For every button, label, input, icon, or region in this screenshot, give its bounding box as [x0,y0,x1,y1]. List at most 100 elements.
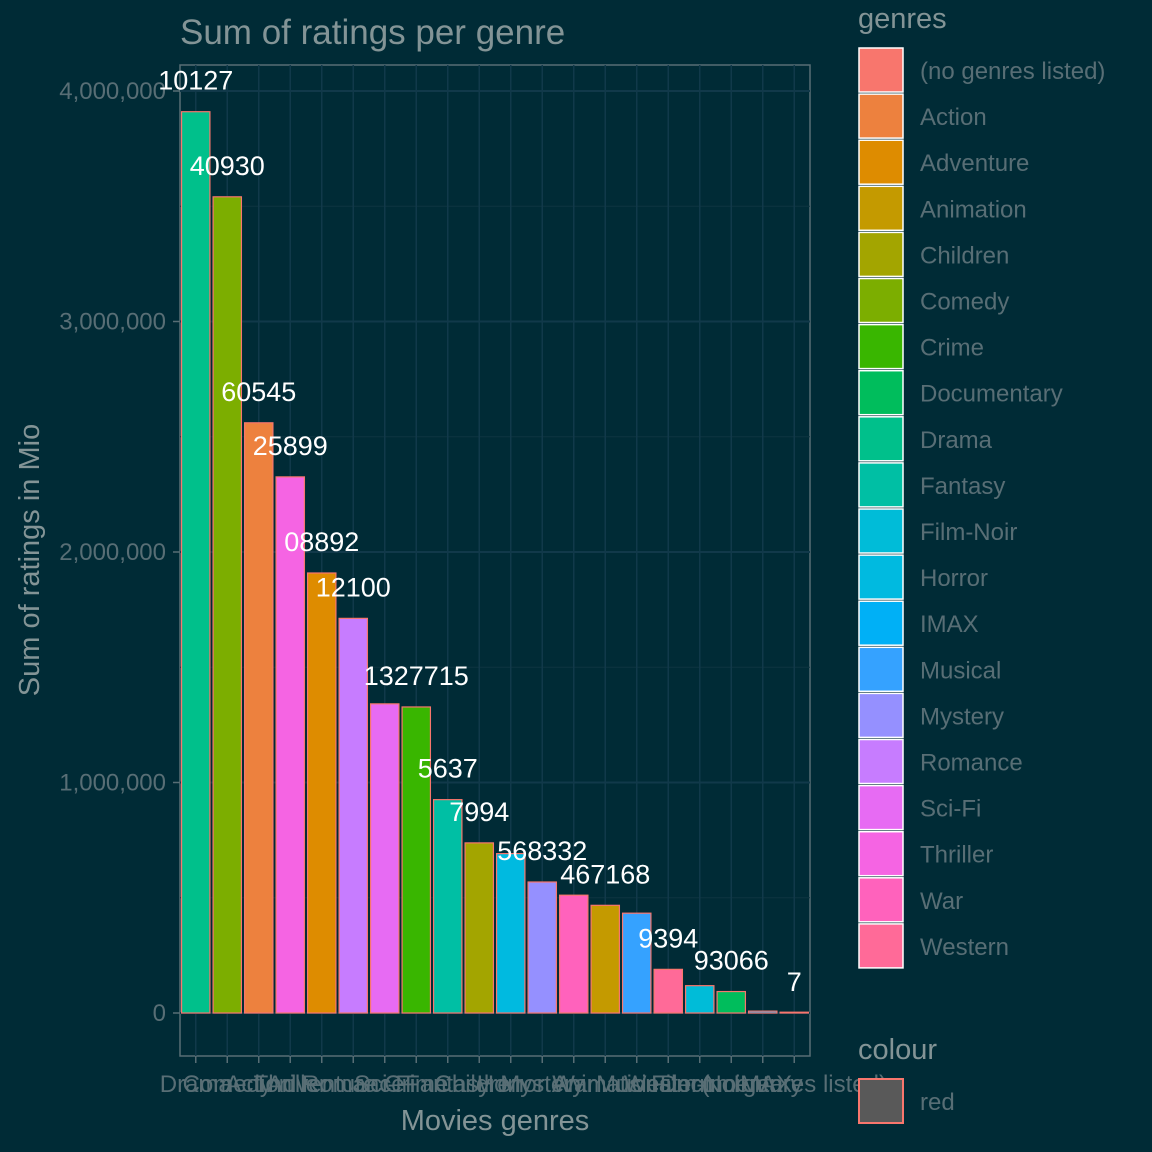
x-tick-label: (no genres listed) [702,1071,887,1098]
legend-key [858,185,904,232]
legend-key [858,323,904,370]
x-tick-label: Mystery [500,1071,584,1098]
legend-key [858,1078,904,1124]
bar-musical [621,912,652,1014]
legend-key [858,600,904,646]
x-tick-label: Crime [384,1071,448,1098]
legend-key [858,646,904,693]
bar-film-noir [684,985,715,1014]
legend-key [858,508,904,554]
bar-romance [338,617,369,1014]
y-tick-label: 4,000,000 [59,78,166,105]
chart-title: Sum of ratings per genre [180,13,565,52]
bar-horror [495,853,526,1014]
x-axis-title: Movies genres [401,1105,590,1137]
data-label: 10127 [158,66,233,96]
x-tick-label: Sci-Fi [354,1071,415,1098]
x-tick-label: Fantasy [405,1071,490,1098]
bar-drama [180,111,211,1014]
y-axis-title: Sum of ratings in Mio [14,424,46,696]
x-tick-label: Thriller [254,1071,327,1098]
bar-war [558,894,589,1014]
bar-animation [590,904,621,1014]
legend-label: Action [920,104,987,131]
y-tick-label: 2,000,000 [59,539,166,566]
legend-key [858,923,904,969]
legend-key [858,93,904,139]
legend-key [858,692,904,739]
x-tick-label: Animation [552,1071,659,1098]
legend-key [858,554,904,600]
bar-thriller [275,476,306,1014]
y-tick-label: 0 [153,1000,166,1027]
legend-key [858,784,904,831]
x-tick-label: Children [435,1071,524,1098]
legend-key [858,877,904,923]
legend-label: (no genres listed) [920,58,1105,85]
legend-label: Drama [920,427,993,454]
legend-label: IMAX [920,611,979,638]
x-tick-label: Drama [160,1071,233,1098]
x-tick-label: Adventure [267,1071,376,1098]
plot-panel [179,64,811,1057]
legend-key [858,738,904,785]
legend-label: Mystery [920,703,1004,730]
x-tick-label: War [552,1071,595,1098]
legend-key [858,277,904,324]
bar-adventure [306,572,337,1014]
legend-key [858,416,904,462]
legend-label: Children [920,242,1009,269]
data-label: 93066 [694,946,769,976]
x-tick-label: Comedy [183,1071,272,1098]
data-label: 9394 [638,923,698,953]
data-label: 12100 [316,572,391,602]
legend-label: Romance [920,750,1023,777]
legend-label: Crime [920,335,984,362]
x-tick-label: Romance [302,1071,405,1098]
bar-western [653,968,684,1014]
bar-children [464,842,495,1014]
data-label: 5637 [418,754,478,784]
bar-documentary [716,990,747,1014]
legend-key [858,139,904,185]
legend-label: Western [920,934,1009,961]
y-tick-label: 3,000,000 [59,309,166,336]
data-label: 25899 [253,431,328,461]
bar-comedy [212,196,243,1014]
legend-label: Sci-Fi [920,796,981,823]
bar-sci-fi [369,703,400,1014]
legend-key [858,47,904,93]
data-label: 1327715 [364,661,469,691]
legend-key [858,462,904,508]
data-label: 467168 [560,859,650,889]
legend-label: Animation [920,196,1027,223]
bar-action [243,422,274,1014]
legend-label: Musical [920,657,1001,684]
legend-label: Thriller [920,842,993,869]
x-tick-label: Documentary [660,1071,803,1098]
data-label: 40930 [190,151,265,181]
legend-label: War [920,888,963,915]
legend-label: Adventure [920,150,1029,177]
y-tick-label: 1,000,000 [59,770,166,797]
x-tick-label: Musical [596,1071,677,1098]
legend-key [858,231,904,278]
data-label: 7 [787,967,802,997]
legend-key [858,369,904,416]
legend-label: Fantasy [920,473,1005,500]
legend: genres colour (no genres listed) Action Ad… [858,3,1105,1124]
data-label: 7994 [449,797,509,827]
data-label: 60545 [221,377,296,407]
legend-title-genres: genres [858,3,947,35]
x-tick-label: Film-Noir [651,1071,748,1098]
plot-area: 0 1,000,000 2,000,000 3,000,000 4,000,000101… [59,64,887,1098]
legend-title-colour: colour [858,1034,937,1066]
legend-label: Horror [920,565,988,592]
legend-label: red [920,1089,955,1116]
bar-crime [401,706,432,1014]
x-tick-label: Horror [477,1071,545,1098]
bar-fantasy [432,799,463,1014]
x-tick-label: Western [624,1071,713,1098]
data-label: 568332 [497,836,587,866]
